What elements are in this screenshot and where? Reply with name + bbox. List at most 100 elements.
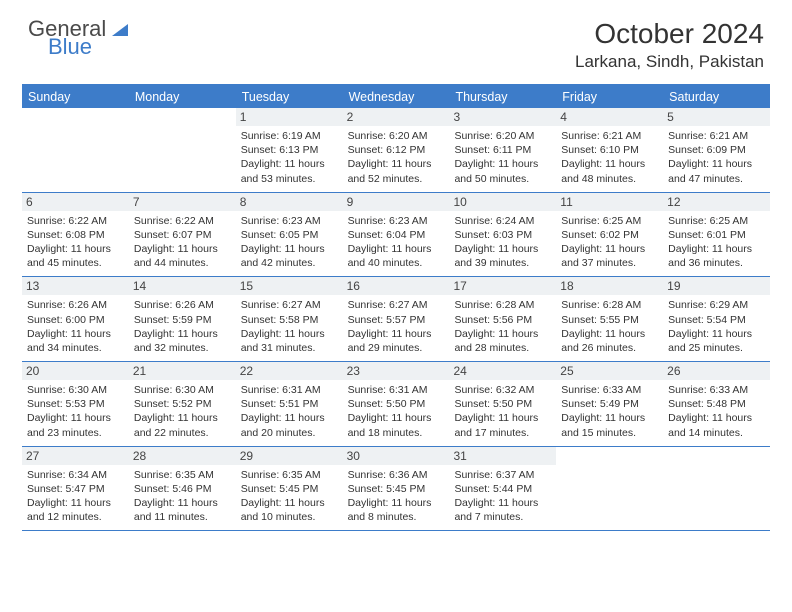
day-number: 22 <box>236 362 343 380</box>
day-number: 10 <box>449 193 556 211</box>
week-row: 13Sunrise: 6:26 AMSunset: 6:00 PMDayligh… <box>22 277 770 362</box>
day-details: Sunrise: 6:36 AMSunset: 5:45 PMDaylight:… <box>348 468 445 525</box>
day-cell: 8Sunrise: 6:23 AMSunset: 6:05 PMDaylight… <box>236 193 343 277</box>
weekday-header-row: SundayMondayTuesdayWednesdayThursdayFrid… <box>22 86 770 108</box>
day-number: 14 <box>129 277 236 295</box>
day-details: Sunrise: 6:22 AMSunset: 6:07 PMDaylight:… <box>134 214 231 271</box>
day-details: Sunrise: 6:25 AMSunset: 6:02 PMDaylight:… <box>561 214 658 271</box>
day-number: 6 <box>22 193 129 211</box>
day-number: 24 <box>449 362 556 380</box>
day-cell: 21 Sunrise: 6:30 AMSunset: 5:52 PMDayligh… <box>129 362 236 446</box>
day-number: 3 <box>449 108 556 126</box>
title-block: October 2024 Larkana, Sindh, Pakistan <box>575 18 764 72</box>
day-details: Sunrise: 6:20 AMSunset: 6:12 PMDaylight:… <box>348 129 445 186</box>
weekday-header: Thursday <box>449 86 556 108</box>
day-details: Sunrise: 6:35 AMSunset: 5:46 PMDaylight:… <box>134 468 231 525</box>
day-cell: 14 Sunrise: 6:26 AMSunset: 5:59 PMDayligh… <box>129 277 236 361</box>
day-cell: 3 Sunrise: 6:20 AMSunset: 6:11 PMDaylight… <box>449 108 556 192</box>
weekday-header: Monday <box>129 86 236 108</box>
day-details: Sunrise: 6:37 AMSunset: 5:44 PMDaylight:… <box>454 468 551 525</box>
day-number: 20 <box>22 362 129 380</box>
week-row: 6Sunrise: 6:22 AMSunset: 6:08 PMDaylight… <box>22 193 770 278</box>
day-number: 29 <box>236 447 343 465</box>
day-cell: 26 Sunrise: 6:33 AMSunset: 5:48 PMDayligh… <box>663 362 770 446</box>
day-cell: 1 Sunrise: 6:19 AMSunset: 6:13 PMDaylight… <box>236 108 343 192</box>
day-cell: 23 Sunrise: 6:31 AMSunset: 5:50 PMDayligh… <box>343 362 450 446</box>
day-details: Sunrise: 6:33 AMSunset: 5:49 PMDaylight:… <box>561 383 658 440</box>
weekday-header: Wednesday <box>343 86 450 108</box>
day-cell: 19 Sunrise: 6:29 AMSunset: 5:54 PMDayligh… <box>663 277 770 361</box>
day-details: Sunrise: 6:28 AMSunset: 5:55 PMDaylight:… <box>561 298 658 355</box>
day-cell: 24 Sunrise: 6:32 AMSunset: 5:50 PMDayligh… <box>449 362 556 446</box>
day-cell <box>556 447 663 531</box>
brand-part2: Blue <box>48 36 128 58</box>
day-cell: 20 Sunrise: 6:30 AMSunset: 5:53 PMDayligh… <box>22 362 129 446</box>
day-cell: 18 Sunrise: 6:28 AMSunset: 5:55 PMDayligh… <box>556 277 663 361</box>
day-number: 31 <box>449 447 556 465</box>
logo-triangle-icon <box>112 18 128 34</box>
day-cell <box>129 108 236 192</box>
month-title: October 2024 <box>575 18 764 50</box>
day-cell <box>663 447 770 531</box>
day-number: 11 <box>556 193 663 211</box>
day-details: Sunrise: 6:33 AMSunset: 5:48 PMDaylight:… <box>668 383 765 440</box>
day-details: Sunrise: 6:31 AMSunset: 5:51 PMDaylight:… <box>241 383 338 440</box>
week-row: 20 Sunrise: 6:30 AMSunset: 5:53 PMDayligh… <box>22 362 770 447</box>
day-cell: 11 Sunrise: 6:25 AMSunset: 6:02 PMDayligh… <box>556 193 663 277</box>
day-cell: 7 Sunrise: 6:22 AMSunset: 6:07 PMDaylight… <box>129 193 236 277</box>
day-details: Sunrise: 6:31 AMSunset: 5:50 PMDaylight:… <box>348 383 445 440</box>
day-number: 4 <box>556 108 663 126</box>
day-details: Sunrise: 6:35 AMSunset: 5:45 PMDaylight:… <box>241 468 338 525</box>
day-cell: 30 Sunrise: 6:36 AMSunset: 5:45 PMDayligh… <box>343 447 450 531</box>
day-number: 19 <box>663 277 770 295</box>
day-number: 28 <box>129 447 236 465</box>
day-number: 30 <box>343 447 450 465</box>
day-cell: 29 Sunrise: 6:35 AMSunset: 5:45 PMDayligh… <box>236 447 343 531</box>
day-cell: 28 Sunrise: 6:35 AMSunset: 5:46 PMDayligh… <box>129 447 236 531</box>
day-details: Sunrise: 6:32 AMSunset: 5:50 PMDaylight:… <box>454 383 551 440</box>
day-details: Sunrise: 6:30 AMSunset: 5:52 PMDaylight:… <box>134 383 231 440</box>
day-number: 2 <box>343 108 450 126</box>
day-details: Sunrise: 6:21 AMSunset: 6:09 PMDaylight:… <box>668 129 765 186</box>
day-number: 26 <box>663 362 770 380</box>
weekday-header: Sunday <box>22 86 129 108</box>
day-number: 7 <box>129 193 236 211</box>
location-label: Larkana, Sindh, Pakistan <box>575 52 764 72</box>
day-details: Sunrise: 6:25 AMSunset: 6:01 PMDaylight:… <box>668 214 765 271</box>
day-details: Sunrise: 6:30 AMSunset: 5:53 PMDaylight:… <box>27 383 124 440</box>
day-number: 15 <box>236 277 343 295</box>
day-cell: 12 Sunrise: 6:25 AMSunset: 6:01 PMDayligh… <box>663 193 770 277</box>
day-cell: 16Sunrise: 6:27 AMSunset: 5:57 PMDayligh… <box>343 277 450 361</box>
day-cell <box>22 108 129 192</box>
day-number: 1 <box>236 108 343 126</box>
day-details: Sunrise: 6:23 AMSunset: 6:04 PMDaylight:… <box>348 214 445 271</box>
day-cell: 5 Sunrise: 6:21 AMSunset: 6:09 PMDaylight… <box>663 108 770 192</box>
day-details: Sunrise: 6:19 AMSunset: 6:13 PMDaylight:… <box>241 129 338 186</box>
day-details: Sunrise: 6:20 AMSunset: 6:11 PMDaylight:… <box>454 129 551 186</box>
day-number: 16 <box>343 277 450 295</box>
day-cell: 31 Sunrise: 6:37 AMSunset: 5:44 PMDayligh… <box>449 447 556 531</box>
day-details: Sunrise: 6:21 AMSunset: 6:10 PMDaylight:… <box>561 129 658 186</box>
day-details: Sunrise: 6:27 AMSunset: 5:58 PMDaylight:… <box>241 298 338 355</box>
day-cell: 15 Sunrise: 6:27 AMSunset: 5:58 PMDayligh… <box>236 277 343 361</box>
day-cell: 13Sunrise: 6:26 AMSunset: 6:00 PMDayligh… <box>22 277 129 361</box>
weekday-header: Friday <box>556 86 663 108</box>
day-number: 23 <box>343 362 450 380</box>
day-cell: 10Sunrise: 6:24 AMSunset: 6:03 PMDayligh… <box>449 193 556 277</box>
day-number: 5 <box>663 108 770 126</box>
day-cell: 9Sunrise: 6:23 AMSunset: 6:04 PMDaylight… <box>343 193 450 277</box>
day-details: Sunrise: 6:23 AMSunset: 6:05 PMDaylight:… <box>241 214 338 271</box>
day-cell: 2 Sunrise: 6:20 AMSunset: 6:12 PMDaylight… <box>343 108 450 192</box>
day-number: 27 <box>22 447 129 465</box>
week-row: 27 Sunrise: 6:34 AMSunset: 5:47 PMDayligh… <box>22 447 770 532</box>
day-number: 18 <box>556 277 663 295</box>
day-number: 21 <box>129 362 236 380</box>
day-details: Sunrise: 6:26 AMSunset: 5:59 PMDaylight:… <box>134 298 231 355</box>
day-details: Sunrise: 6:28 AMSunset: 5:56 PMDaylight:… <box>454 298 551 355</box>
day-details: Sunrise: 6:34 AMSunset: 5:47 PMDaylight:… <box>27 468 124 525</box>
calendar: SundayMondayTuesdayWednesdayThursdayFrid… <box>22 84 770 531</box>
week-row: 1 Sunrise: 6:19 AMSunset: 6:13 PMDaylight… <box>22 108 770 193</box>
day-cell: 4 Sunrise: 6:21 AMSunset: 6:10 PMDaylight… <box>556 108 663 192</box>
day-number: 12 <box>663 193 770 211</box>
day-details: Sunrise: 6:29 AMSunset: 5:54 PMDaylight:… <box>668 298 765 355</box>
